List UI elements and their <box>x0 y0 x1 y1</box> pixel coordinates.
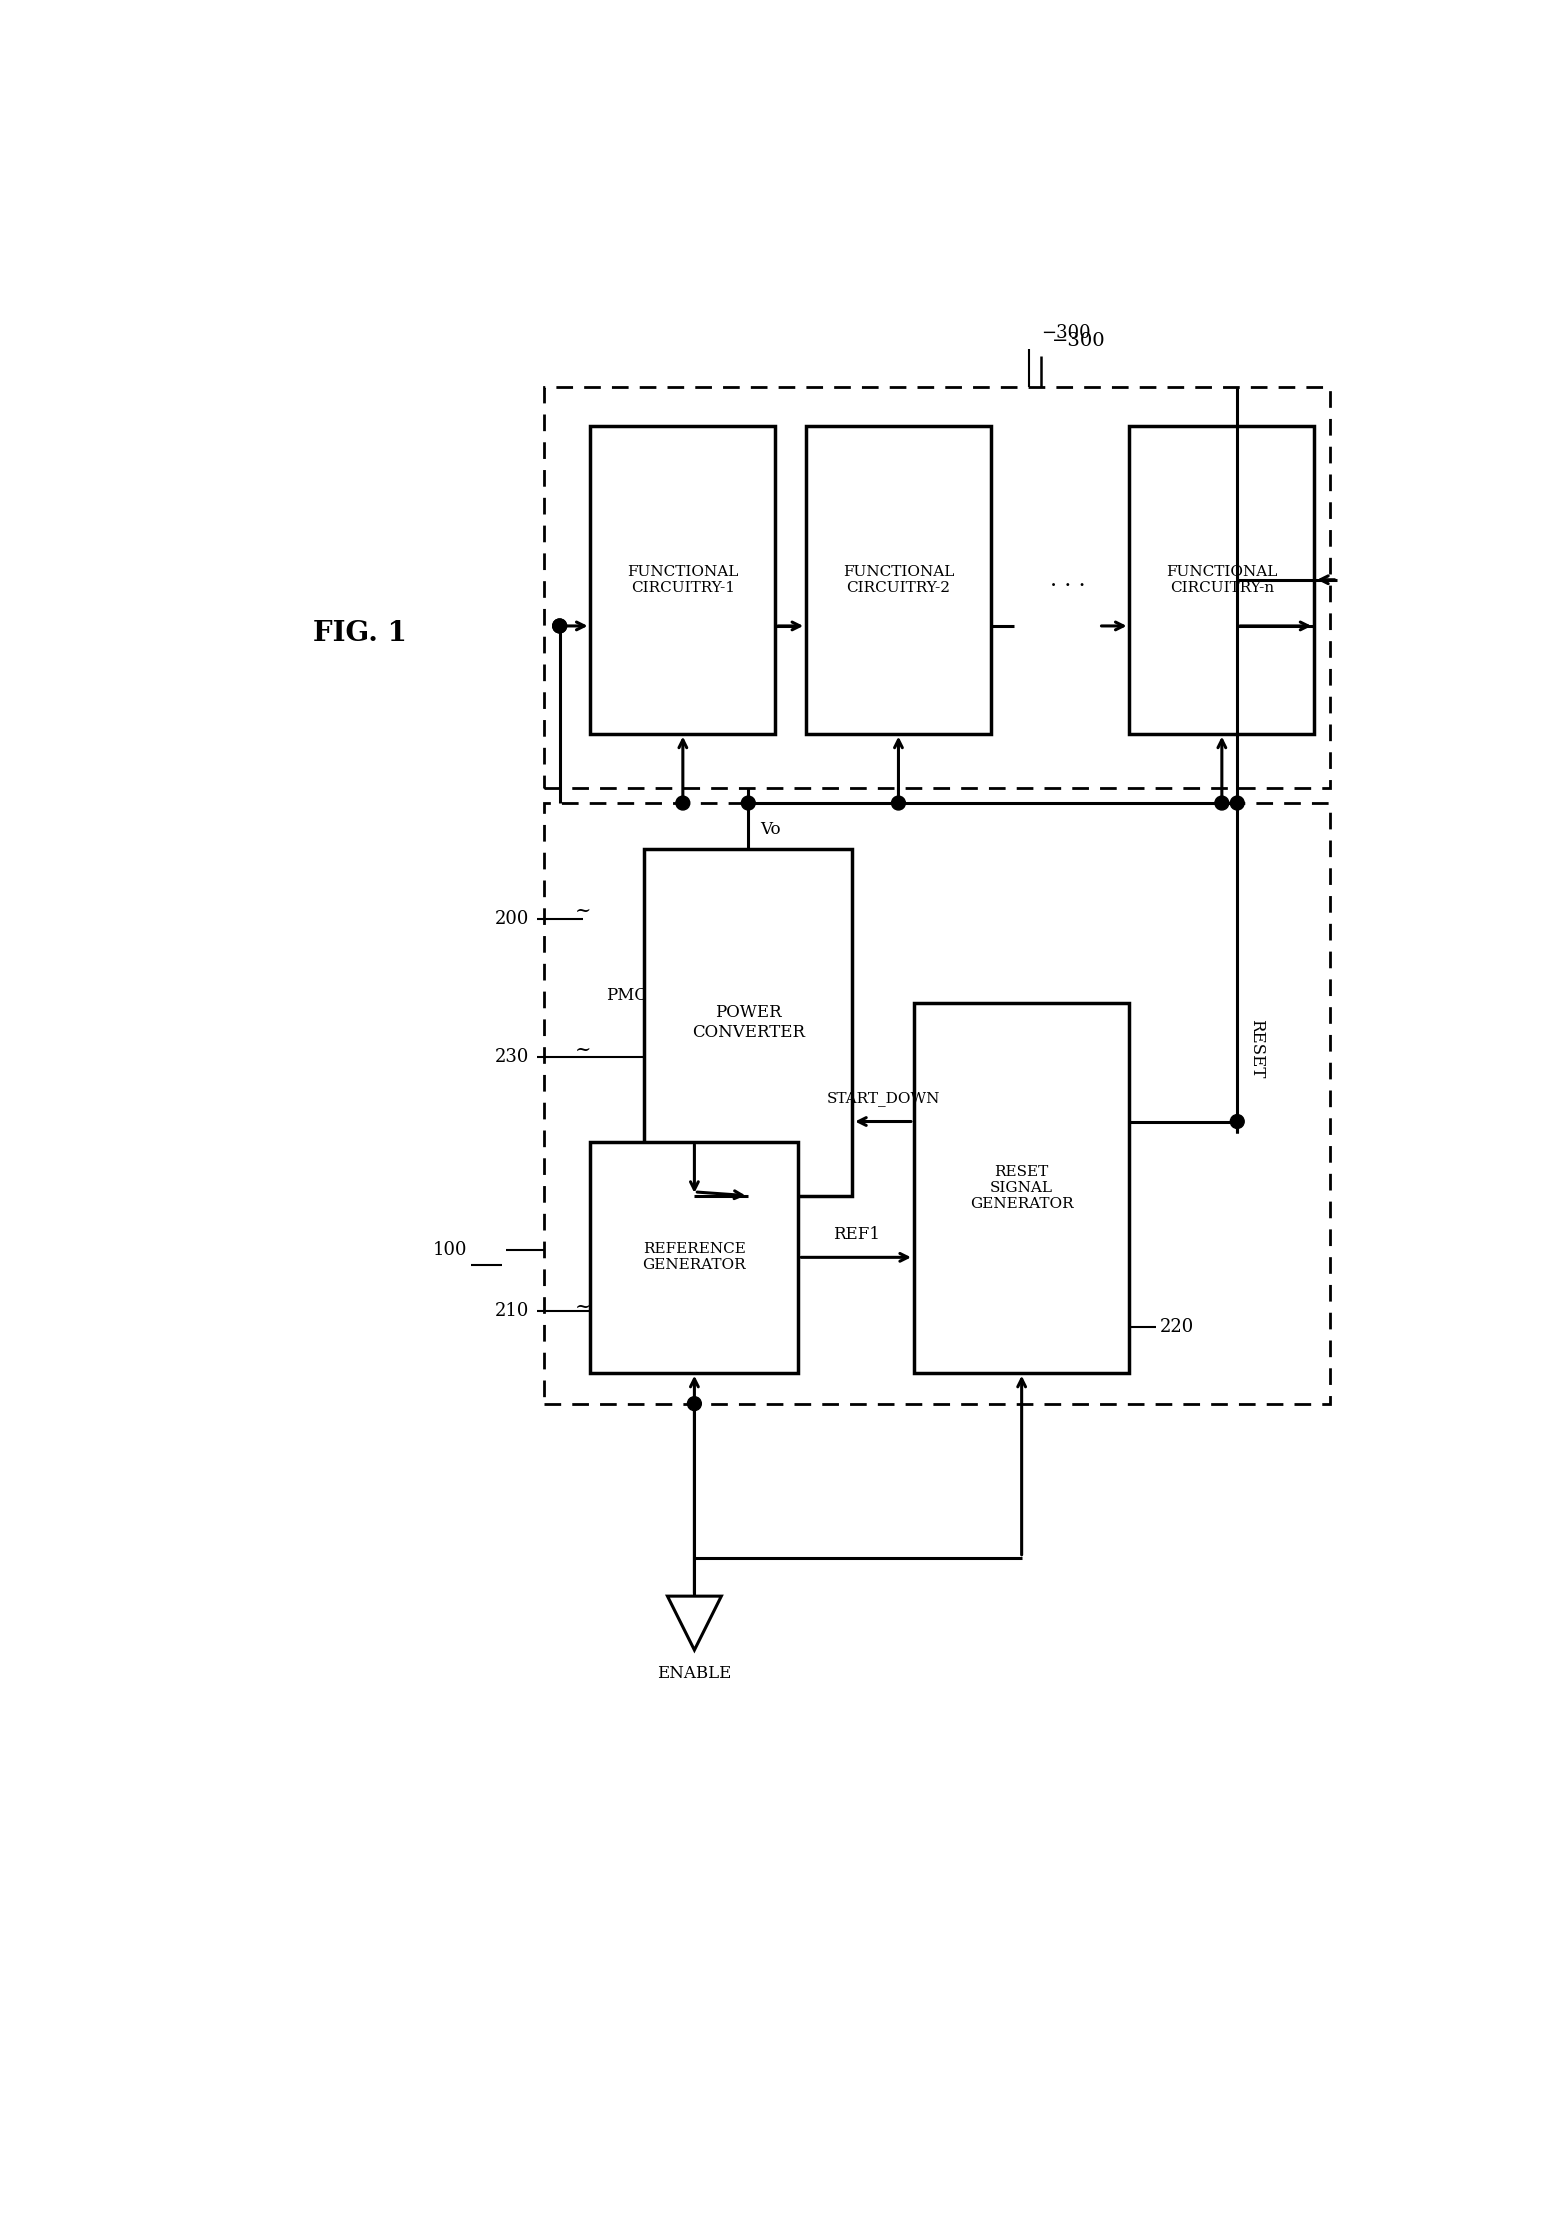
Circle shape <box>552 619 566 632</box>
Text: −300: −300 <box>1053 332 1106 349</box>
Circle shape <box>552 619 566 632</box>
Text: RESET: RESET <box>1249 1020 1266 1077</box>
Bar <box>544 804 1329 1405</box>
Text: 210: 210 <box>495 1302 529 1320</box>
Bar <box>807 425 991 735</box>
Text: 100: 100 <box>433 1240 467 1258</box>
Circle shape <box>892 797 906 810</box>
Text: FUNCTIONAL
CIRCUITRY-2: FUNCTIONAL CIRCUITRY-2 <box>842 565 954 594</box>
Text: ~: ~ <box>574 902 591 919</box>
Text: FUNCTIONAL
CIRCUITRY-1: FUNCTIONAL CIRCUITRY-1 <box>627 565 738 594</box>
Circle shape <box>687 1396 701 1411</box>
Text: 230: 230 <box>495 1048 529 1066</box>
Text: PMC: PMC <box>606 986 647 1004</box>
Text: RESET
SIGNAL
GENERATOR: RESET SIGNAL GENERATOR <box>969 1164 1073 1211</box>
Circle shape <box>1214 797 1228 810</box>
Bar <box>914 1004 1129 1373</box>
Text: POWER
CONVERTER: POWER CONVERTER <box>692 1004 805 1042</box>
Text: ENABLE: ENABLE <box>658 1665 732 1681</box>
Bar <box>591 1142 799 1373</box>
Text: 200: 200 <box>495 910 529 928</box>
Circle shape <box>1230 797 1244 810</box>
Text: FUNCTIONAL
CIRCUITRY-n: FUNCTIONAL CIRCUITRY-n <box>1166 565 1278 594</box>
Bar <box>1129 425 1314 735</box>
Text: . . .: . . . <box>1050 568 1086 590</box>
Text: 220: 220 <box>1160 1318 1194 1336</box>
Text: REF1: REF1 <box>833 1227 879 1242</box>
Polygon shape <box>667 1596 721 1649</box>
Bar <box>591 425 776 735</box>
Text: FIG. 1: FIG. 1 <box>313 621 406 648</box>
Bar <box>544 387 1329 788</box>
Text: START_DOWN: START_DOWN <box>827 1091 940 1106</box>
Text: ~: ~ <box>574 1040 591 1057</box>
Circle shape <box>1230 1115 1244 1129</box>
Text: ~: ~ <box>574 1298 591 1316</box>
Text: REFERENCE
GENERATOR: REFERENCE GENERATOR <box>642 1242 746 1273</box>
Circle shape <box>741 797 755 810</box>
Text: Vo: Vo <box>760 821 780 839</box>
Text: −300: −300 <box>1041 325 1090 343</box>
Circle shape <box>676 797 690 810</box>
Bar <box>644 850 851 1195</box>
